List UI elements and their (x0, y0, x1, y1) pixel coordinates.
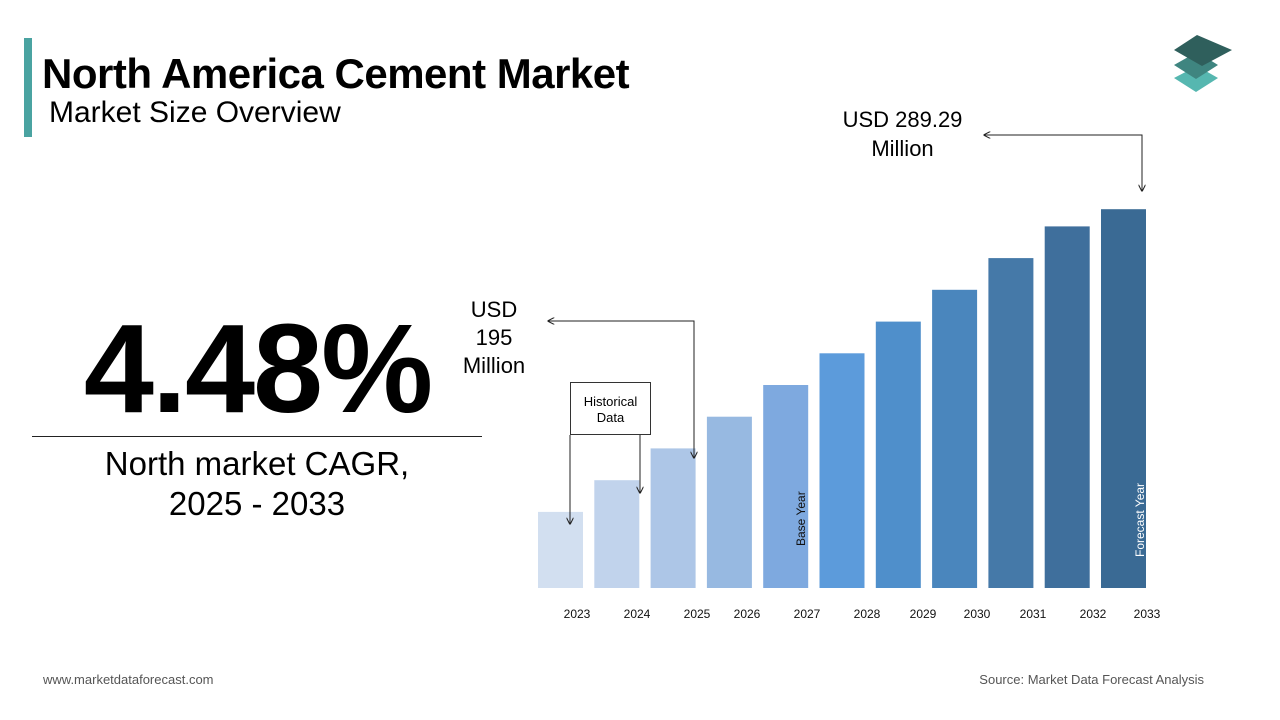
tick-label-2033: 2033 (1134, 607, 1161, 621)
end-value-label: USD 289.29 Million (820, 105, 985, 163)
website-link[interactable]: www.marketdataforecast.com (43, 672, 214, 687)
cagr-divider (32, 436, 482, 437)
bar-2032 (1044, 226, 1090, 588)
cagr-label-line2: 2025 - 2033 (168, 485, 346, 522)
page-subtitle: Market Size Overview (49, 96, 341, 129)
tick-label-2025: 2025 (684, 607, 711, 621)
bar-2033 (1101, 209, 1146, 588)
cagr-label-line1: North market CAGR, (104, 445, 410, 482)
bar-2025 (650, 448, 696, 588)
brand-logo-icon (1174, 35, 1232, 92)
bar-2026 (706, 416, 752, 588)
tick-label-2023: 2023 (564, 607, 591, 621)
x-axis-tick-labels: 2023 2024 2025 2026 2027 2028 2029 2030 2031 2032… (564, 607, 1161, 621)
historical-line1: Historical (583, 394, 638, 409)
start-value-line3: Million (462, 353, 526, 378)
bars-group (538, 209, 1146, 588)
tick-label-2027: 2027 (794, 607, 821, 621)
start-value-arrow (548, 321, 694, 458)
tick-label-2031: 2031 (1020, 607, 1047, 621)
cagr-label: North market CAGR, 2025 - 2033 (32, 444, 482, 524)
cagr-value: 4.48% (83, 298, 433, 439)
bar-2029 (875, 321, 921, 588)
end-value-arrow (984, 135, 1142, 191)
tick-label-2024: 2024 (624, 607, 651, 621)
bar-2027 (763, 385, 809, 588)
source-note: Source: Market Data Forecast Analysis (979, 672, 1204, 687)
start-value-label: USD 195 Million (450, 296, 538, 380)
bar-2031 (988, 258, 1034, 588)
end-value-line2: Million (871, 136, 934, 161)
start-value-line1: USD (470, 297, 518, 322)
tick-label-2028: 2028 (854, 607, 881, 621)
title-accent-bar (24, 38, 32, 137)
base-year-label: Base Year (794, 491, 808, 546)
tick-label-2029: 2029 (910, 607, 937, 621)
tick-label-2032: 2032 (1080, 607, 1107, 621)
forecast-year-label: Forecast Year (1133, 483, 1147, 557)
annotation-arrows (548, 135, 1142, 524)
bar-2028 (819, 353, 865, 588)
end-value-line1: USD 289.29 (842, 107, 963, 132)
bar-2030 (932, 289, 978, 588)
historical-data-box: Historical Data (570, 382, 651, 435)
bar-2023 (538, 511, 583, 588)
tick-label-2026: 2026 (734, 607, 761, 621)
tick-label-2030: 2030 (964, 607, 991, 621)
historical-line2: Data (596, 410, 625, 425)
page-title: North America Cement Market (42, 50, 630, 97)
start-value-line2: 195 (475, 325, 513, 350)
bar-2024 (594, 480, 640, 588)
